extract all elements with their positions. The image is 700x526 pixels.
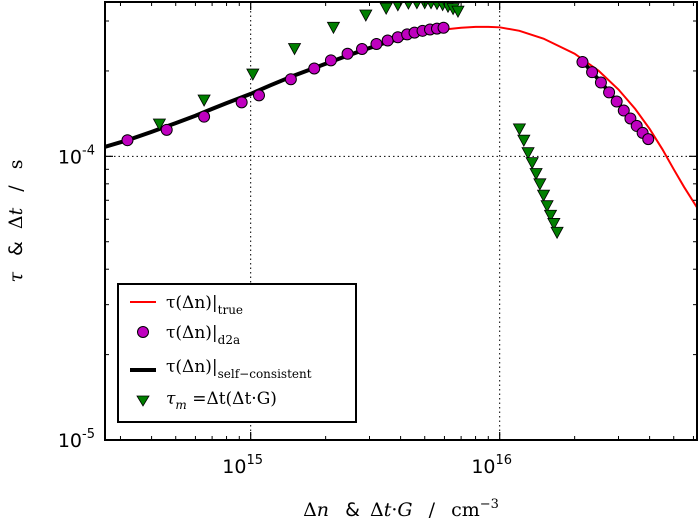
triangle-point: [547, 218, 561, 231]
y-label-amp: &: [5, 241, 27, 256]
x-label-g: G: [397, 499, 412, 521]
x-label-unit: cm: [451, 499, 480, 521]
y-tick-label: 10-4: [58, 143, 95, 168]
d2a-point: [308, 62, 321, 75]
x-tick-label: 1016: [471, 453, 512, 478]
d2a-point: [324, 54, 337, 67]
legend-true-bar: |: [212, 293, 218, 313]
triangle-point: [529, 168, 543, 181]
triangle-point: [412, 2, 421, 10]
legend-d2a-bar: |: [212, 323, 218, 343]
x-label-n: n: [317, 499, 329, 521]
y-tick-exp: -4: [82, 143, 95, 158]
legend-label-true: τ(Δn)|true: [166, 293, 243, 317]
d2a-point: [617, 104, 630, 117]
d2a-point: [341, 47, 354, 60]
legend-sc-bar: |: [212, 357, 218, 377]
y-tick-base: 10: [58, 146, 82, 168]
d2a-point: [160, 123, 173, 136]
x-tick-base: 10: [222, 456, 246, 478]
d2a-point: [603, 86, 616, 99]
d2a-point: [284, 73, 297, 86]
x-label-slash: /: [429, 499, 436, 521]
legend-d2a-sub: d2a: [218, 333, 240, 347]
y-label-unit: s: [5, 159, 27, 169]
triangle-point: [525, 157, 539, 170]
legend-swatch-tau-m: [136, 395, 150, 407]
legend-true-main: τ(Δn): [166, 293, 212, 313]
triangle-point: [246, 68, 260, 81]
triangle-point: [287, 43, 302, 56]
y-label-slash: /: [5, 185, 27, 192]
legend-label-self-consistent: τ(Δn)|self−consistent: [166, 357, 312, 381]
legend-sc-sub: self−consistent: [218, 367, 312, 381]
y-label-t: t: [5, 207, 27, 215]
legend-label-d2a: τ(Δn)|d2a: [166, 323, 240, 347]
triangle-point: [512, 123, 527, 136]
triangle-point: [550, 226, 564, 240]
legend-tm-main: τ: [166, 389, 176, 409]
triangle-point: [521, 147, 535, 160]
d2a-point: [610, 95, 623, 108]
legend-tm-rest: =Δt(Δt·G): [187, 389, 277, 409]
triangle-point: [543, 209, 558, 223]
legend-tm-sub: m: [175, 398, 186, 412]
series-layer: [105, 2, 697, 240]
d2a-point: [381, 34, 394, 47]
triangle-point: [533, 178, 547, 191]
legend: τ(Δn)|true τ(Δn)|d2a τ(Δn)|self−consiste…: [117, 283, 357, 423]
d2a-point: [356, 42, 369, 55]
x-label-unit-exp: −3: [480, 497, 499, 512]
d2a-point: [370, 37, 383, 50]
d2a-point: [594, 76, 607, 89]
d2a-point: [437, 21, 450, 34]
x-axis-label: Δn & Δt·G / cm−3: [303, 497, 499, 521]
triangle-point: [404, 2, 413, 10]
y-tick-base: 10: [58, 430, 82, 452]
d2a-point: [642, 133, 655, 146]
d2a-point: [253, 89, 266, 102]
x-tick-exp: 16: [496, 453, 513, 468]
x-label-t: t: [384, 499, 392, 521]
triangle-point: [326, 21, 341, 35]
triangle-point: [359, 9, 373, 22]
y-label-delta: Δ: [5, 215, 27, 229]
triangle-point: [517, 134, 531, 148]
d2a-point: [235, 96, 248, 109]
legend-label-tau-m: τm =Δt(Δt·G): [166, 389, 277, 412]
triangle-point: [197, 94, 211, 107]
x-tick-label: 1015: [222, 453, 263, 478]
x-label-dot: ·: [391, 499, 397, 521]
d2a-point: [586, 66, 599, 79]
x-tick-base: 10: [471, 456, 495, 478]
y-tick-exp: -5: [82, 427, 95, 442]
d2a-point: [121, 134, 134, 147]
d2a-point: [198, 110, 211, 123]
x-label-amp: &: [345, 499, 360, 521]
legend-swatch-d2a: [137, 326, 149, 338]
legend-true-sub: true: [218, 303, 243, 317]
legend-box: [117, 283, 357, 423]
triangle-point: [540, 200, 554, 213]
triangle-point: [152, 118, 167, 131]
triangle-point: [536, 189, 551, 202]
y-tick-label: 10-5: [58, 427, 95, 452]
x-label-delta: Δ: [303, 499, 317, 521]
legend-sc-main: τ(Δn): [166, 357, 212, 377]
y-label-tau: τ: [5, 272, 27, 283]
x-label-delta2: Δ: [370, 499, 384, 521]
legend-d2a-main: τ(Δn): [166, 323, 212, 343]
triangle-point: [451, 5, 465, 18]
d2a-point: [576, 56, 589, 69]
x-tick-exp: 15: [246, 453, 263, 468]
y-axis-label: τ & Δt / s: [5, 159, 27, 282]
triangle-point: [379, 2, 393, 15]
